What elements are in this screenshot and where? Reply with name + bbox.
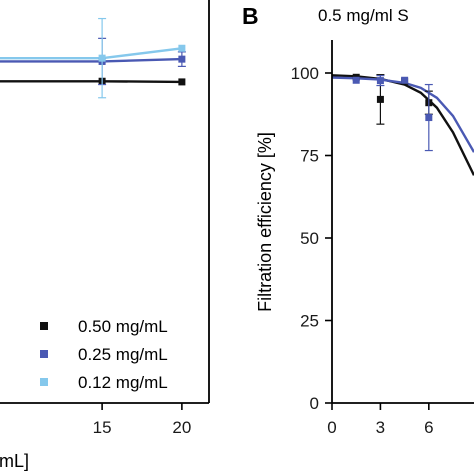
data-point (178, 55, 186, 63)
data-point (178, 78, 186, 86)
x-tick-label: 6 (424, 418, 433, 437)
legend-label: 0.50 mg/mL (78, 317, 168, 336)
panel-b-y-ticks: 0 25 50 75 100 (291, 64, 332, 413)
x-tick-label: 20 (172, 418, 191, 437)
panel-a-fit-lines (0, 47, 183, 84)
x-tick-label: 15 (93, 418, 112, 437)
panel-b-fit-lines (331, 74, 474, 176)
fit-line-1-1 (331, 76, 474, 153)
y-tick-label: 0 (310, 394, 319, 413)
legend-marker (40, 350, 48, 358)
x-tick-label: 0 (327, 418, 336, 437)
legend-label: 0.12 mg/mL (78, 373, 168, 392)
panel-a-x-axis-title: [mL] (0, 451, 29, 471)
data-point (425, 114, 433, 122)
data-point (376, 95, 384, 103)
panel-b-letter: B (242, 3, 259, 29)
panel-b-title: 0.5 mg/ml S (318, 6, 409, 25)
y-tick-label: 75 (300, 147, 319, 166)
fit-line-1-0 (331, 74, 474, 176)
legend-label: 0.25 mg/mL (78, 345, 168, 364)
connecting-line-0-0 (0, 80, 182, 84)
panel-b: B 0.5 mg/ml S 0 25 50 75 100 0 3 6 Filtration … (242, 3, 474, 437)
panel-b-x-ticks: 0 3 6 (327, 403, 434, 437)
panel-b-y-axis-title: Filtration efficiency [%] (255, 132, 275, 312)
legend-marker (40, 322, 48, 330)
panel-a-data-marks (98, 17, 186, 99)
legend-marker (40, 378, 48, 386)
connecting-line-0-2 (0, 47, 183, 60)
connecting-line-0-1 (0, 57, 182, 63)
data-point (352, 76, 360, 84)
y-tick-label: 25 (300, 312, 319, 331)
data-point (98, 54, 106, 62)
panel-a-x-ticks: 15 20 (93, 403, 191, 437)
data-point (401, 76, 409, 84)
data-point (376, 77, 384, 85)
y-tick-label: 50 (300, 229, 319, 248)
data-point (178, 44, 186, 52)
panel-b-data-marks (352, 73, 433, 152)
x-tick-label: 3 (376, 418, 385, 437)
y-tick-label: 100 (291, 64, 319, 83)
panel-a-legend: 0.50 mg/mL 0.25 mg/mL 0.12 mg/mL (40, 317, 168, 392)
